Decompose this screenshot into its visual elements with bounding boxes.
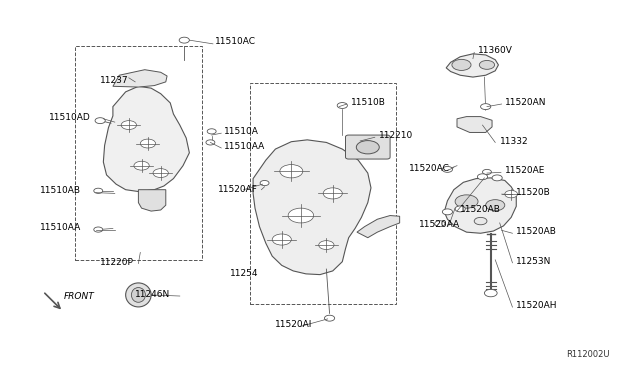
Circle shape — [324, 315, 335, 321]
Circle shape — [479, 61, 495, 69]
Text: 11520AH: 11520AH — [516, 301, 558, 310]
Circle shape — [206, 140, 215, 145]
Circle shape — [95, 118, 105, 124]
Circle shape — [455, 206, 465, 212]
Circle shape — [94, 227, 102, 232]
Text: 11510AA: 11510AA — [40, 223, 81, 232]
Text: 11510AC: 11510AC — [215, 37, 256, 46]
Polygon shape — [103, 86, 189, 192]
Text: 11510B: 11510B — [351, 98, 385, 107]
Polygon shape — [444, 178, 516, 233]
Text: 11520AF: 11520AF — [218, 185, 258, 193]
Text: 11520B: 11520B — [516, 188, 551, 197]
Text: 11237: 11237 — [100, 76, 129, 84]
Circle shape — [474, 217, 487, 225]
Circle shape — [140, 139, 156, 148]
Text: 11520AB: 11520AB — [460, 205, 501, 214]
Circle shape — [134, 161, 149, 170]
Polygon shape — [113, 70, 167, 87]
Circle shape — [153, 169, 168, 177]
Circle shape — [319, 241, 334, 250]
Text: 11520AN: 11520AN — [505, 98, 547, 107]
Circle shape — [492, 175, 502, 181]
Circle shape — [481, 104, 491, 110]
Text: 11360V: 11360V — [478, 46, 513, 55]
Text: 11510AA: 11510AA — [225, 142, 266, 151]
Circle shape — [280, 164, 303, 178]
Circle shape — [288, 208, 314, 223]
Text: FRONT: FRONT — [64, 292, 95, 301]
Circle shape — [121, 121, 136, 129]
Circle shape — [455, 195, 478, 208]
Text: 11520AC: 11520AC — [409, 164, 450, 173]
Circle shape — [505, 190, 518, 198]
Polygon shape — [357, 215, 399, 238]
Text: 11520AB: 11520AB — [516, 227, 557, 236]
Circle shape — [207, 129, 216, 134]
Circle shape — [483, 169, 492, 174]
Text: 11520AA: 11520AA — [419, 219, 460, 229]
Circle shape — [94, 188, 102, 193]
Circle shape — [260, 180, 269, 186]
Text: 11510AD: 11510AD — [49, 113, 91, 122]
Circle shape — [323, 188, 342, 199]
Circle shape — [442, 166, 452, 172]
Circle shape — [452, 60, 471, 70]
Text: 11246N: 11246N — [135, 290, 170, 299]
Text: 11254: 11254 — [230, 269, 258, 279]
Polygon shape — [253, 140, 371, 275]
FancyBboxPatch shape — [346, 135, 390, 159]
Circle shape — [356, 141, 380, 154]
Circle shape — [486, 200, 505, 211]
Ellipse shape — [131, 288, 145, 302]
Circle shape — [484, 289, 497, 297]
Text: R112002U: R112002U — [566, 350, 610, 359]
Circle shape — [272, 234, 291, 245]
Text: 11332: 11332 — [500, 137, 529, 145]
Text: 11510AB: 11510AB — [40, 186, 81, 195]
Text: 11220P: 11220P — [100, 259, 134, 267]
Ellipse shape — [125, 283, 151, 307]
Circle shape — [442, 209, 452, 215]
Text: 11510A: 11510A — [225, 127, 259, 136]
Text: 11520AE: 11520AE — [505, 166, 545, 175]
Circle shape — [179, 37, 189, 43]
Circle shape — [435, 221, 445, 227]
Circle shape — [477, 174, 488, 180]
Polygon shape — [457, 116, 492, 132]
Text: 11520AI: 11520AI — [275, 320, 313, 329]
Polygon shape — [138, 190, 166, 211]
Polygon shape — [446, 54, 499, 77]
Text: 112210: 112210 — [380, 131, 413, 140]
Circle shape — [337, 103, 348, 109]
Text: 11253N: 11253N — [516, 257, 552, 266]
